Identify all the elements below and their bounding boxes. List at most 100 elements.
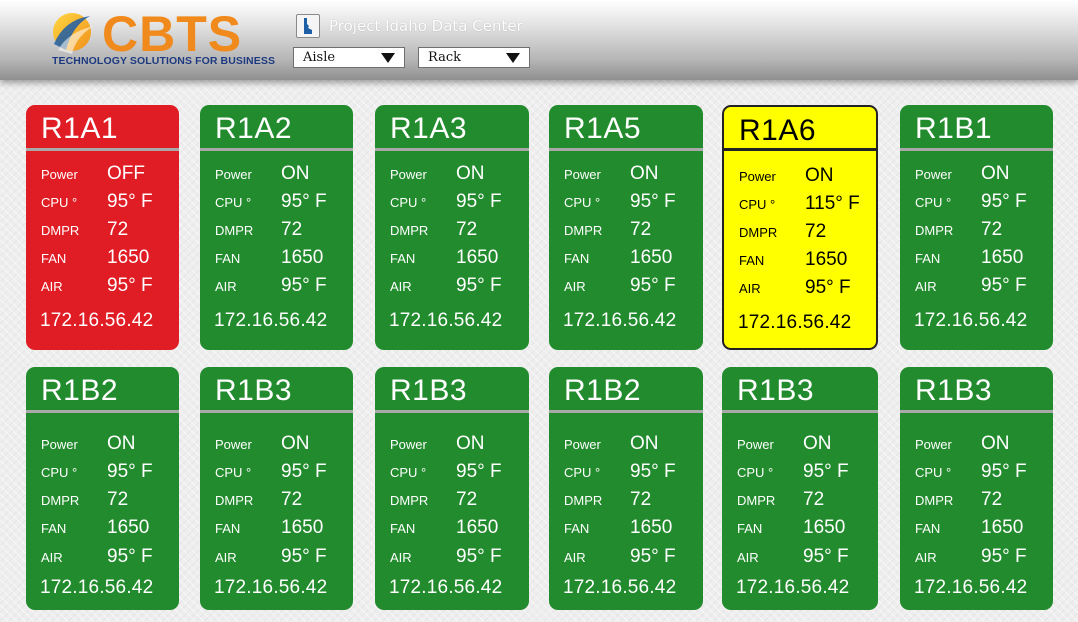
dmpr-value: 72 (281, 219, 303, 240)
air-row: AIR 95° F (26, 546, 179, 570)
title-divider (26, 148, 179, 151)
dmpr-label: DMPR (390, 493, 429, 508)
rack-name: R1A5 (564, 112, 642, 145)
power-label: Power (737, 437, 774, 452)
air-row: AIR 95° F (900, 546, 1053, 570)
rack-card[interactable]: R1B3 Power ON CPU ° 95° F DMPR 72 FAN 1650 AIR 95°… (200, 367, 353, 610)
aisle-select-value: Aisle (303, 50, 336, 65)
air-value: 95° F (630, 546, 676, 567)
fan-value: 1650 (803, 517, 846, 538)
dmpr-row: DMPR 72 (375, 489, 529, 513)
rack-card[interactable]: R1A5 Power ON CPU ° 95° F DMPR 72 FAN 1650 AIR 95°… (549, 105, 703, 350)
dmpr-label: DMPR (737, 493, 776, 508)
power-value: ON (981, 163, 1010, 184)
dmpr-label: DMPR (739, 225, 778, 240)
power-row: Power ON (200, 163, 353, 187)
fan-label: FAN (390, 521, 416, 536)
fan-value: 1650 (630, 247, 673, 268)
cpu-value: 95° F (456, 461, 502, 482)
cpu-label: CPU ° (390, 465, 427, 480)
logo-tagline: TECHNOLOGY SOLUTIONS FOR BUSINESS (52, 55, 276, 67)
power-value: ON (107, 433, 136, 454)
fan-row: FAN 1650 (724, 249, 876, 273)
air-value: 95° F (107, 546, 153, 567)
cpu-value: 95° F (107, 191, 153, 212)
fan-label: FAN (915, 251, 941, 266)
rack-card[interactable]: R1B2 Power ON CPU ° 95° F DMPR 72 FAN 1650 AIR 95°… (549, 367, 703, 610)
ip-address: 172.16.56.42 (214, 577, 328, 598)
fan-row: FAN 1650 (26, 517, 179, 541)
rack-card[interactable]: R1B3 Power ON CPU ° 95° F DMPR 72 FAN 1650 AIR 95°… (375, 367, 529, 610)
air-value: 95° F (456, 275, 502, 296)
dmpr-value: 72 (630, 219, 652, 240)
ip-address: 172.16.56.42 (40, 310, 154, 331)
rack-name: R1B3 (215, 374, 293, 407)
air-value: 95° F (981, 546, 1027, 567)
fan-row: FAN 1650 (900, 517, 1053, 541)
fan-value: 1650 (281, 517, 324, 538)
rack-card[interactable]: R1B2 Power ON CPU ° 95° F DMPR 72 FAN 1650 AIR 95°… (26, 367, 179, 610)
air-row: AIR 95° F (26, 275, 179, 299)
rack-name: R1B3 (390, 374, 468, 407)
title-divider (549, 410, 703, 413)
dmpr-label: DMPR (390, 223, 429, 238)
air-label: AIR (390, 550, 412, 565)
power-label: Power (739, 169, 776, 184)
rack-name: R1B2 (564, 374, 642, 407)
title-divider (375, 148, 529, 151)
rack-name: R1A1 (41, 112, 119, 145)
power-value: ON (281, 163, 310, 184)
air-value: 95° F (281, 546, 327, 567)
ip-address: 172.16.56.42 (214, 310, 328, 331)
aisle-select[interactable]: Aisle (293, 47, 405, 68)
fan-label: FAN (41, 251, 67, 266)
dmpr-row: DMPR 72 (26, 219, 179, 243)
cpu-row: CPU ° 95° F (549, 461, 703, 485)
title-divider (724, 148, 876, 151)
rack-name: R1B3 (915, 374, 993, 407)
rack-card[interactable]: R1A3 Power ON CPU ° 95° F DMPR 72 FAN 1650 AIR 95°… (375, 105, 529, 350)
power-label: Power (41, 437, 78, 452)
power-label: Power (564, 167, 601, 182)
rack-select[interactable]: Rack (418, 47, 530, 68)
dmpr-label: DMPR (41, 493, 80, 508)
title-divider (26, 410, 179, 413)
dmpr-row: DMPR 72 (375, 219, 529, 243)
rack-card[interactable]: R1A6 Power ON CPU ° 115° F DMPR 72 FAN 1650 AIR 95… (722, 105, 878, 350)
air-label: AIR (41, 550, 63, 565)
dmpr-row: DMPR 72 (200, 489, 353, 513)
air-row: AIR 95° F (724, 277, 876, 301)
power-label: Power (41, 167, 78, 182)
ip-address: 172.16.56.42 (563, 310, 677, 331)
power-label: Power (390, 437, 427, 452)
air-label: AIR (737, 550, 759, 565)
ip-address: 172.16.56.42 (563, 577, 677, 598)
air-value: 95° F (805, 277, 851, 298)
cpu-label: CPU ° (737, 465, 774, 480)
fan-value: 1650 (981, 517, 1024, 538)
air-label: AIR (215, 279, 237, 294)
dmpr-row: DMPR 72 (200, 219, 353, 243)
ip-address: 172.16.56.42 (389, 577, 503, 598)
rack-card[interactable]: R1A1 Power OFF CPU ° 95° F DMPR 72 FAN 1650 AIR 95… (26, 105, 179, 350)
rack-card[interactable]: R1B3 Power ON CPU ° 95° F DMPR 72 FAN 1650 AIR 95°… (900, 367, 1053, 610)
cpu-row: CPU ° 95° F (375, 191, 529, 215)
ip-address: 172.16.56.42 (40, 577, 154, 598)
power-label: Power (215, 167, 252, 182)
dmpr-value: 72 (107, 219, 129, 240)
rack-card[interactable]: R1B3 Power ON CPU ° 95° F DMPR 72 FAN 1650 AIR 95°… (722, 367, 878, 610)
cpu-row: CPU ° 115° F (724, 193, 876, 217)
fan-row: FAN 1650 (200, 247, 353, 271)
power-row: Power ON (724, 165, 876, 189)
idaho-state-icon (296, 14, 320, 38)
air-label: AIR (41, 279, 63, 294)
fan-row: FAN 1650 (26, 247, 179, 271)
air-label: AIR (564, 550, 586, 565)
dmpr-label: DMPR (915, 493, 954, 508)
dmpr-label: DMPR (915, 223, 954, 238)
rack-card[interactable]: R1A2 Power ON CPU ° 95° F DMPR 72 FAN 1650 AIR 95°… (200, 105, 353, 350)
fan-value: 1650 (630, 517, 673, 538)
power-value: OFF (107, 163, 145, 184)
rack-card[interactable]: R1B1 Power ON CPU ° 95° F DMPR 72 FAN 1650 AIR 95°… (900, 105, 1053, 350)
dmpr-label: DMPR (215, 493, 254, 508)
